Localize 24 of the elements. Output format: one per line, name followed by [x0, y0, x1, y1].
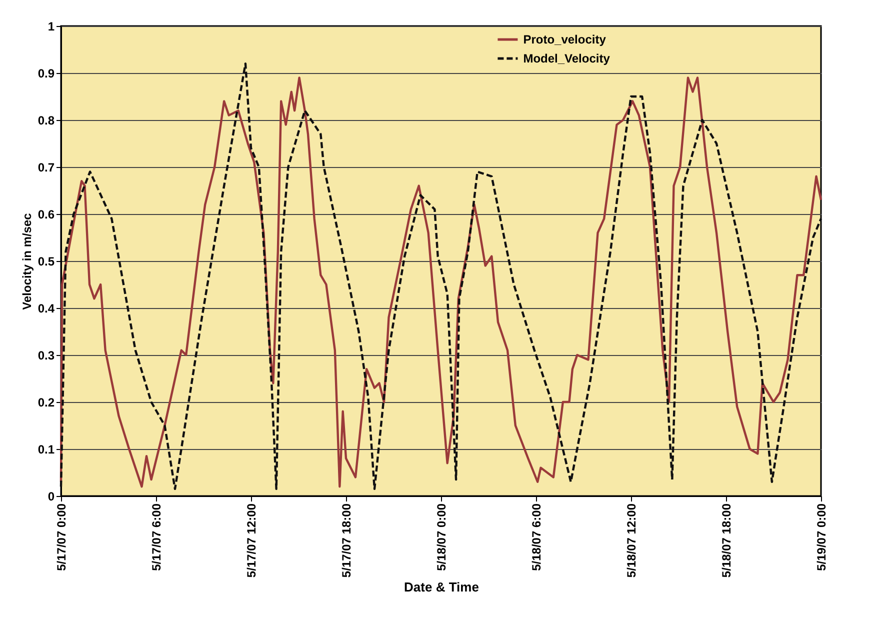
y-tick-label: 1: [48, 20, 55, 34]
y-tick-label: 0.8: [38, 114, 55, 128]
x-tick-label: 5/17/07 12:00: [244, 503, 258, 578]
x-tick-label: 5/18/07 0:00: [434, 503, 448, 571]
x-tick-label: 5/18/07 18:00: [720, 503, 734, 578]
x-tick-label: 5/19/07 0:00: [814, 503, 828, 571]
legend-label: Model_Velocity: [523, 52, 610, 66]
y-tick-label: 0.5: [38, 254, 55, 268]
x-tick-label: 5/17/07 6:00: [150, 503, 164, 571]
y-tick-label: 0.3: [38, 348, 55, 362]
y-tick-label: 0.9: [38, 66, 55, 80]
y-tick-label: 0.4: [38, 302, 55, 316]
x-tick-label: 5/17/07 0:00: [54, 503, 68, 571]
y-axis-title: Velocity in m/sec: [20, 212, 34, 310]
x-tick-label: 5/18/07 6:00: [530, 503, 544, 571]
y-tick-label: 0.1: [38, 442, 55, 456]
y-tick-label: 0: [48, 490, 55, 504]
legend-label: Proto_velocity: [523, 32, 606, 46]
y-tick-label: 0.7: [38, 160, 55, 174]
x-axis-title: Date & Time: [404, 580, 479, 595]
x-tick-label: 5/17/07 18:00: [340, 503, 354, 578]
x-tick-label: 5/18/07 12:00: [624, 503, 638, 578]
y-tick-label: 0.2: [38, 396, 55, 410]
y-tick-label: 0.6: [38, 208, 55, 222]
